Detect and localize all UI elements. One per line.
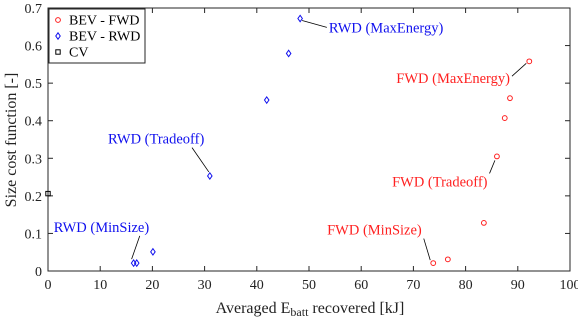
data-point-bev-rwd (297, 14, 303, 23)
y-tick-label: 0.2 (25, 190, 43, 205)
x-tick-label: 50 (302, 278, 316, 293)
x-axis-label-rest: recovered [kJ] (308, 300, 404, 317)
axes: 0 10 20 30 40 50 60 70 80 90 100 0 0.1 0.2 0.3 0.4 0.5 0.… (25, 2, 578, 293)
y-tick-label: 0.1 (25, 227, 43, 242)
annotation-connector (191, 147, 210, 173)
x-tick-label: 40 (250, 278, 264, 293)
data-point-bev-rwd (130, 259, 137, 268)
legend-label: CV (69, 46, 88, 61)
y-tick-label: 0.6 (25, 40, 43, 55)
annotations: RWD (MaxEnergy) RWD (Tradeoff) RWD (MinSiz… (54, 20, 527, 261)
legend-marker (55, 17, 61, 23)
y-tick-label: 0.7 (25, 2, 43, 17)
data-point-bev-fwd (494, 153, 500, 160)
x-tick-label: 0 (45, 278, 52, 293)
data-point-bev-rwd (285, 49, 292, 58)
data-point-bev-rwd (263, 95, 270, 105)
x-axis-label: Averaged Ebatt recovered [kJ] (216, 300, 405, 319)
legend-box (48, 8, 146, 64)
annotation-connector (131, 235, 141, 260)
annotation-label: FWD (MaxEnergy) (396, 71, 510, 87)
data-point-bev-fwd (526, 58, 533, 65)
x-tick-label: 90 (511, 278, 525, 293)
legend-marker (55, 31, 61, 41)
y-axis-label: Size cost function [-] (3, 73, 20, 208)
data-point-bev-rwd (150, 247, 156, 256)
y-tick-label: 0.5 (25, 77, 43, 92)
legend-label: BEV - RWD (69, 30, 140, 45)
annotation-label: RWD (MaxEnergy) (329, 20, 444, 36)
annotation-label: FWD (Tradeoff) (392, 174, 488, 190)
data-point-bev-fwd (480, 220, 487, 226)
data-points (45, 14, 533, 268)
data-point-bev-fwd (507, 95, 513, 102)
annotation-label: RWD (Tradeoff) (108, 132, 204, 148)
x-tick-label: 30 (198, 278, 212, 293)
y-tick-label: 0 (35, 265, 42, 280)
data-point-cv (45, 190, 51, 197)
x-axis-label-main: Averaged E (216, 300, 291, 317)
annotation-connector (302, 20, 327, 28)
x-tick-label: 70 (406, 278, 420, 293)
data-point-bev-fwd (444, 256, 451, 263)
data-point-bev-fwd (501, 115, 508, 121)
x-tick-label: 10 (93, 278, 107, 293)
x-axis-label-subscript: batt (290, 305, 309, 319)
annotation-label: RWD (MinSize) (54, 220, 150, 236)
annotation-label: FWD (MinSize) (327, 223, 422, 239)
x-tick-label: 60 (354, 278, 368, 293)
annotation-connector (489, 160, 496, 174)
legend-label: BEV - FWD (69, 14, 140, 29)
data-point-bev-rwd (133, 259, 140, 268)
x-tick-label: 80 (459, 278, 473, 293)
annotation-connector (423, 238, 431, 261)
annotation-connector (511, 63, 527, 77)
data-point-bev-fwd (430, 260, 437, 267)
y-tick-label: 0.3 (25, 152, 43, 167)
data-point-bev-rwd (206, 171, 213, 181)
y-tick-label: 0.4 (25, 115, 43, 130)
x-tick-label: 20 (145, 278, 159, 293)
x-tick-label: 100 (560, 278, 578, 293)
legend-marker (55, 49, 61, 55)
